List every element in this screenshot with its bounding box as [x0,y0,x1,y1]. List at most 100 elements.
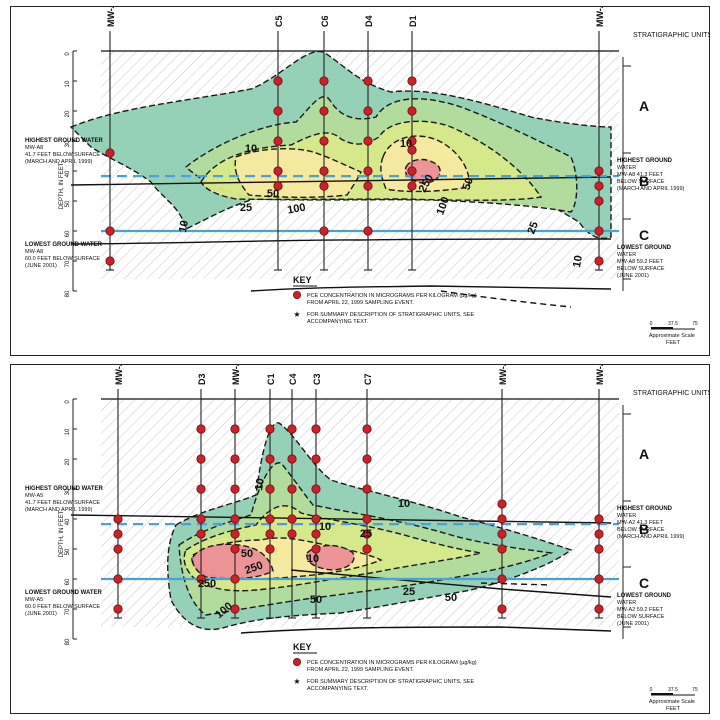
key-star-symbol: ★ [293,677,300,686]
sample-marker [319,226,329,236]
key-sample-text: FROM APRIL 22, 1999 SAMPLING EVENT. [307,667,414,673]
sample-marker [407,181,417,191]
sample-marker [265,424,275,434]
sample-marker [594,544,604,554]
lowest-water-note: 60.0 FEET BELOW SURFACE [25,256,100,262]
sample-marker [196,514,206,524]
strat-unit-label: A [639,98,649,114]
sample-marker [497,514,507,524]
highest-water-note: 41.7 FEET BELOW SURFACE [25,152,100,158]
sample-marker [287,529,297,539]
sample-marker [196,454,206,464]
lowest-water-note: 60.0 FEET BELOW SURFACE [25,604,100,610]
key-title: KEY [293,642,312,652]
contour-label: 10 [245,143,257,155]
sample-marker [311,484,321,494]
scale-tick-label: 0 [650,321,653,327]
sample-marker [113,529,123,539]
sample-marker [363,106,373,116]
stratigraphic-boundary-dashed [440,290,572,308]
well-label: MW-A5 [231,365,241,385]
depth-tick-label: 0 [65,52,71,56]
key-star-text: FOR SUMMARY DESCRIPTION OF STRATIGRAPHIC… [307,312,474,318]
lowest-water-note-right: WATER [617,252,636,258]
depth-tick-label: 30 [65,140,71,147]
well-label: D3 [197,373,207,385]
depth-tick-label: 0 [65,400,71,404]
sample-marker [196,529,206,539]
highest-water-note-right: HIGHEST GROUND [617,158,673,164]
contour-label: 250 [243,559,264,577]
sample-marker [497,499,507,509]
sample-marker [362,544,372,554]
strat-header: STRATIGRAPHIC UNITS * [633,32,709,39]
sample-marker [196,424,206,434]
sample-marker [196,574,206,584]
sample-marker [287,424,297,434]
depth-axis-label: DEPTH, IN FEET [59,162,65,209]
highest-water-note: (MARCH AND APRIL 1999) [25,159,93,165]
well-label: D4 [364,15,374,27]
well-label: MW-A3 [498,365,508,385]
sample-marker [273,136,283,146]
sample-marker [362,424,372,434]
contour-label: 100 [286,202,306,217]
key-star-symbol: ★ [293,310,300,319]
lowest-water-note: LOWEST GROUND WATER [25,590,103,596]
contour-label: 25 [240,202,252,214]
sample-marker [362,484,372,494]
lowest-water-note-right: BELOW SURFACE [617,266,665,272]
sample-marker [230,574,240,584]
sample-marker [196,484,206,494]
well-label: D1 [408,15,418,27]
lowest-water-note: (JUNE 2001) [25,263,57,269]
sample-marker [594,181,604,191]
key-sample-symbol [292,657,301,666]
key-sample-text: FROM APRIL 22, 1999 SAMPLING EVENT. [307,300,414,306]
depth-tick-label: 70 [65,260,71,267]
key-star-text: ACCOMPANYING TEXT. [307,686,369,692]
contour-label: 10 [571,254,585,268]
sample-marker [311,424,321,434]
depth-tick-label: 30 [65,488,71,495]
lowest-water-note-right: MW-A8 59.2 FEET [617,259,664,265]
lowest-water-note-right: LOWEST GROUND [617,593,672,599]
scale-label: Approximate Scale [649,699,695,705]
sample-marker [319,106,329,116]
sample-marker [230,424,240,434]
highest-water-note-right: (MARCH AND APRIL 1999) [617,534,685,540]
key-sample-text: PCE CONCENTRATION IN MICROGRAMS PER KILO… [307,293,477,299]
depth-tick-label: 80 [65,638,71,645]
sample-marker [594,529,604,539]
sample-marker [230,529,240,539]
sample-marker [273,166,283,176]
highest-water-note: MW-A5 [25,493,43,499]
contour-label: 10 [398,498,410,510]
sample-marker [362,514,372,524]
sample-marker [407,145,417,155]
well-label: C5 [274,15,284,27]
stratigraphic-boundary [250,285,612,292]
scale-tick-label: 0 [650,687,653,693]
sample-marker [497,604,507,614]
sample-marker [311,529,321,539]
sample-marker [363,181,373,191]
cross-section-bottom-svg: MW-A9 D3 MW-A5 C1 C4 C3 C7 MW-A3 MW-A2 10 10 10 25 25… [25,365,709,712]
sample-marker [105,148,115,158]
highest-water-note: (MARCH AND APRIL 1999) [25,507,93,513]
sample-marker [363,226,373,236]
cross-section-top: MW-A11 C5 C6 D4 D1 MW-A8 10 10 10 10 25 25 50 50 100 10… [10,6,710,356]
sample-marker [113,604,123,614]
sample-marker [105,256,115,266]
well-label: C3 [312,373,322,385]
sample-marker [497,574,507,584]
depth-tick-label: 40 [65,518,71,525]
sample-marker [594,256,604,266]
depth-tick-label: 50 [65,200,71,207]
depth-axis-label: DEPTH, IN FEET [59,510,65,557]
depth-tick-label: 50 [65,548,71,555]
sample-marker [113,574,123,584]
key-sample-symbol [292,290,301,299]
sample-marker [287,454,297,464]
